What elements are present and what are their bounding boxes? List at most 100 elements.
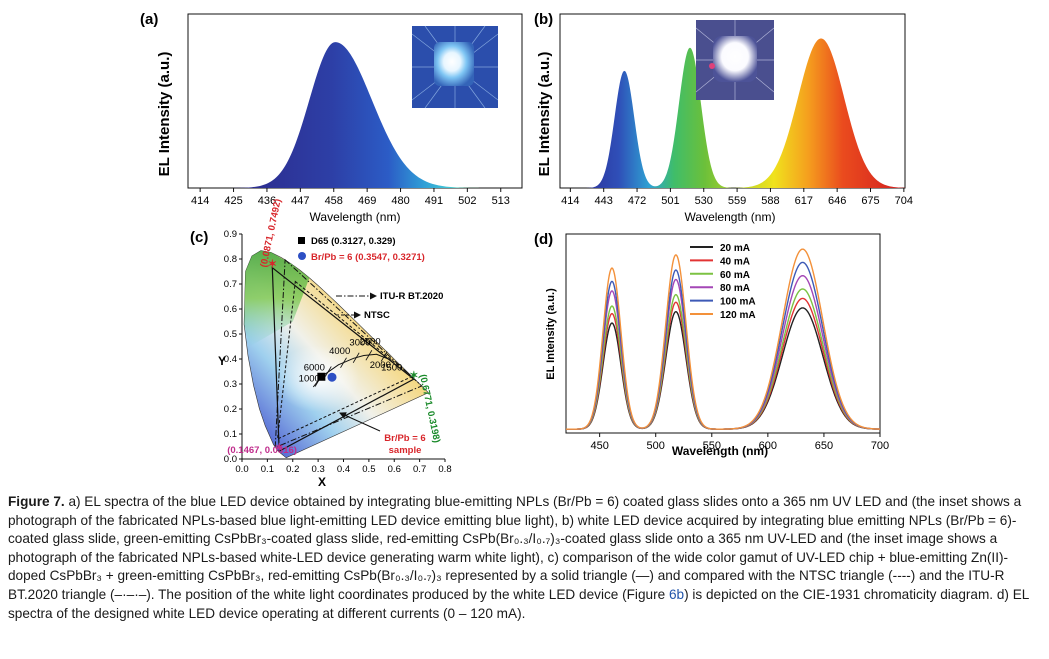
- panel-b-x-tick-label: 414: [561, 195, 579, 207]
- caption-line-3: integrating blue emitting NPLs (Br/Pb = …: [8, 512, 1017, 547]
- bt2020-legend-label: ITU-R BT.2020: [380, 291, 443, 302]
- panel-d-legend-label: 60 mA: [720, 270, 750, 281]
- panel-b-spectrum: [560, 38, 905, 189]
- cct-label: 3000: [349, 337, 370, 348]
- brpb-legend-label: Br/Pb = 6 (0.3547, 0.3271): [311, 252, 425, 263]
- caption-label: Figure 7.: [8, 494, 65, 509]
- gamut-vertex-label: (0.1467, 0.0316): [227, 445, 297, 456]
- panel-c-x-tick-label: 0.0: [235, 464, 248, 475]
- gamut-vertex-marker: ✶: [275, 442, 284, 454]
- panel-c-xlabel: X: [318, 475, 326, 489]
- panel-c-x-tick-label: 0.5: [362, 464, 375, 475]
- panel-b-x-tick-label: 588: [761, 195, 779, 207]
- panel-d-legend-label: 20 mA: [720, 243, 750, 254]
- cct-label: 2500: [360, 337, 381, 348]
- panel-c-points: [317, 372, 337, 382]
- panel-d: (d) 20 mA 40 mA 60 mA 80 mA 100 mA 120 mA 450…: [534, 231, 889, 458]
- caption-line-9: device operating at different currents (…: [218, 605, 526, 621]
- ntsc-legend-label: NTSC: [364, 310, 390, 321]
- brpb-point: [327, 372, 337, 382]
- ntsc-triangle: [276, 280, 413, 440]
- panel-d-legend-label: 100 mA: [720, 297, 756, 308]
- caption-line-2: and (the inset shows a photograph of the…: [8, 494, 1022, 528]
- panel-b-x-tick-label: 443: [595, 195, 613, 207]
- panel-c-x-tick-label: 0.3: [312, 464, 325, 475]
- caption-line-6: represented by a solid triangle (—) and …: [8, 568, 1005, 602]
- panel-b-x-ticks: 414 443 472 501 530 559 588 617 646 675 704: [561, 188, 913, 207]
- gamut-vertex-marker: ✶: [409, 370, 418, 382]
- panel-b-x-tick-label: 646: [828, 195, 846, 207]
- panel-d-series: [566, 248, 881, 430]
- panel-d-legend: 20 mA 40 mA 60 mA 80 mA 100 mA 120 mA: [690, 243, 756, 321]
- panel-c-y-tick-label: 0.7: [224, 279, 237, 290]
- d65-legend-label: D65 (0.3127, 0.329): [311, 236, 396, 247]
- panel-b-inset: [695, 20, 775, 100]
- panel-b-x-tick-label: 472: [628, 195, 646, 207]
- d65-point: [317, 372, 326, 381]
- panel-b-ylabel: EL Intensity (a.u.): [536, 52, 553, 177]
- cct-label: 4000: [329, 346, 350, 357]
- caption-line-8: ) is depicted on the CIE-1931 chromatici…: [8, 586, 1029, 621]
- cct-label: 6000: [304, 362, 325, 373]
- panel-d-series-line: [566, 248, 881, 430]
- panel-d-x-tick-label: 700: [871, 440, 889, 452]
- caption-line-1: a) EL spectra of the blue LED device obt…: [68, 494, 882, 509]
- panel-b-x-tick-label: 704: [895, 195, 913, 207]
- cie-horseshoe: [243, 250, 429, 459]
- panel-a: (a) EL Intensity (a.u.) 414 425 436 447 458 4…: [140, 11, 523, 224]
- panel-d-label: (d): [534, 231, 553, 248]
- panel-a-inset: [411, 25, 499, 109]
- cct-label: 2000: [370, 360, 391, 371]
- panel-c-x-tick-label: 0.7: [413, 464, 426, 475]
- cct-isotherm: [380, 351, 388, 362]
- cct-isotherm: [365, 350, 373, 361]
- panel-c-y-tick-label: 0.0: [224, 454, 237, 465]
- panel-d-x-ticks: 450 500 550 600 650 700: [590, 433, 889, 452]
- panel-b: (b) EL Intensity (a.u.) 414 443 472 501 530 5…: [534, 11, 913, 224]
- panel-a-x-tick-label: 513: [492, 195, 510, 207]
- panel-c-y-tick-label: 0.9: [224, 229, 237, 240]
- panel-c-sample-annotation: Br/Pb = 6 sample: [339, 412, 426, 456]
- panel-d-x-tick-label: 650: [815, 440, 833, 452]
- panel-a-x-tick-label: 425: [224, 195, 242, 207]
- panel-a-ylabel: EL Intensity (a.u.): [156, 52, 173, 177]
- panel-d-frame: [565, 233, 881, 434]
- panel-c-y-tick-label: 0.4: [224, 354, 237, 365]
- gamut-vertex-marker: ✶: [268, 259, 277, 271]
- panel-c-y-tick-label: 0.8: [224, 254, 237, 265]
- panel-b-xlabel: Wavelength (nm): [685, 210, 776, 224]
- figure-6b-link[interactable]: 6b: [668, 586, 685, 602]
- cct-label: 1500: [381, 362, 402, 373]
- panel-c: (c) 0.0 0.1 0.2 0.3 0.4 0.5 0.6 0.7 0.8 0.0 0.1 0.2…: [190, 198, 452, 489]
- panel-c-y-tick-label: 0.5: [224, 329, 237, 340]
- panel-a-label: (a): [140, 11, 158, 28]
- panel-b-x-tick-label: 675: [861, 195, 879, 207]
- panel-c-x-tick-label: 0.6: [388, 464, 401, 475]
- d65-legend-marker: [298, 237, 305, 244]
- panel-b-x-tick-label: 617: [795, 195, 813, 207]
- panel-c-ylabel: Y: [218, 354, 226, 368]
- brpb-legend-marker: [298, 252, 306, 260]
- panel-d-xlabel: Wavelength (nm): [672, 444, 768, 458]
- panel-d-legend-label: 40 mA: [720, 256, 750, 267]
- panel-c-x-tick-label: 0.2: [286, 464, 299, 475]
- panel-c-y-tick-label: 0.1: [224, 429, 237, 440]
- panel-c-y-tick-label: 0.2: [224, 404, 237, 415]
- panel-a-x-ticks: 414 425 436 447 458 469 480 491 502 513: [191, 188, 510, 207]
- cct-isotherm: [340, 357, 347, 368]
- panel-d-ylabel: EL Intensity (a.u.): [545, 288, 557, 380]
- sample-label-line2: sample: [389, 445, 422, 456]
- panel-d-x-tick-label: 600: [759, 440, 777, 452]
- panel-c-x-tick-label: 0.1: [261, 464, 274, 475]
- panel-b-x-tick-label: 530: [695, 195, 713, 207]
- cct-label: 1000: [299, 374, 320, 385]
- panel-a-x-tick-label: 436: [258, 195, 276, 207]
- panel-a-plot-area: [188, 42, 522, 188]
- panel-d-x-tick-label: 450: [590, 440, 608, 452]
- panel-c-x-tick-label: 0.8: [438, 464, 451, 475]
- panel-a-x-tick-label: 447: [291, 195, 309, 207]
- panel-d-x-tick-label: 550: [703, 440, 721, 452]
- panel-a-x-tick-label: 469: [358, 195, 376, 207]
- cct-isotherm: [352, 352, 360, 363]
- figure-panels: (a) EL Intensity (a.u.) 414 425 436 447 458 4…: [140, 11, 913, 489]
